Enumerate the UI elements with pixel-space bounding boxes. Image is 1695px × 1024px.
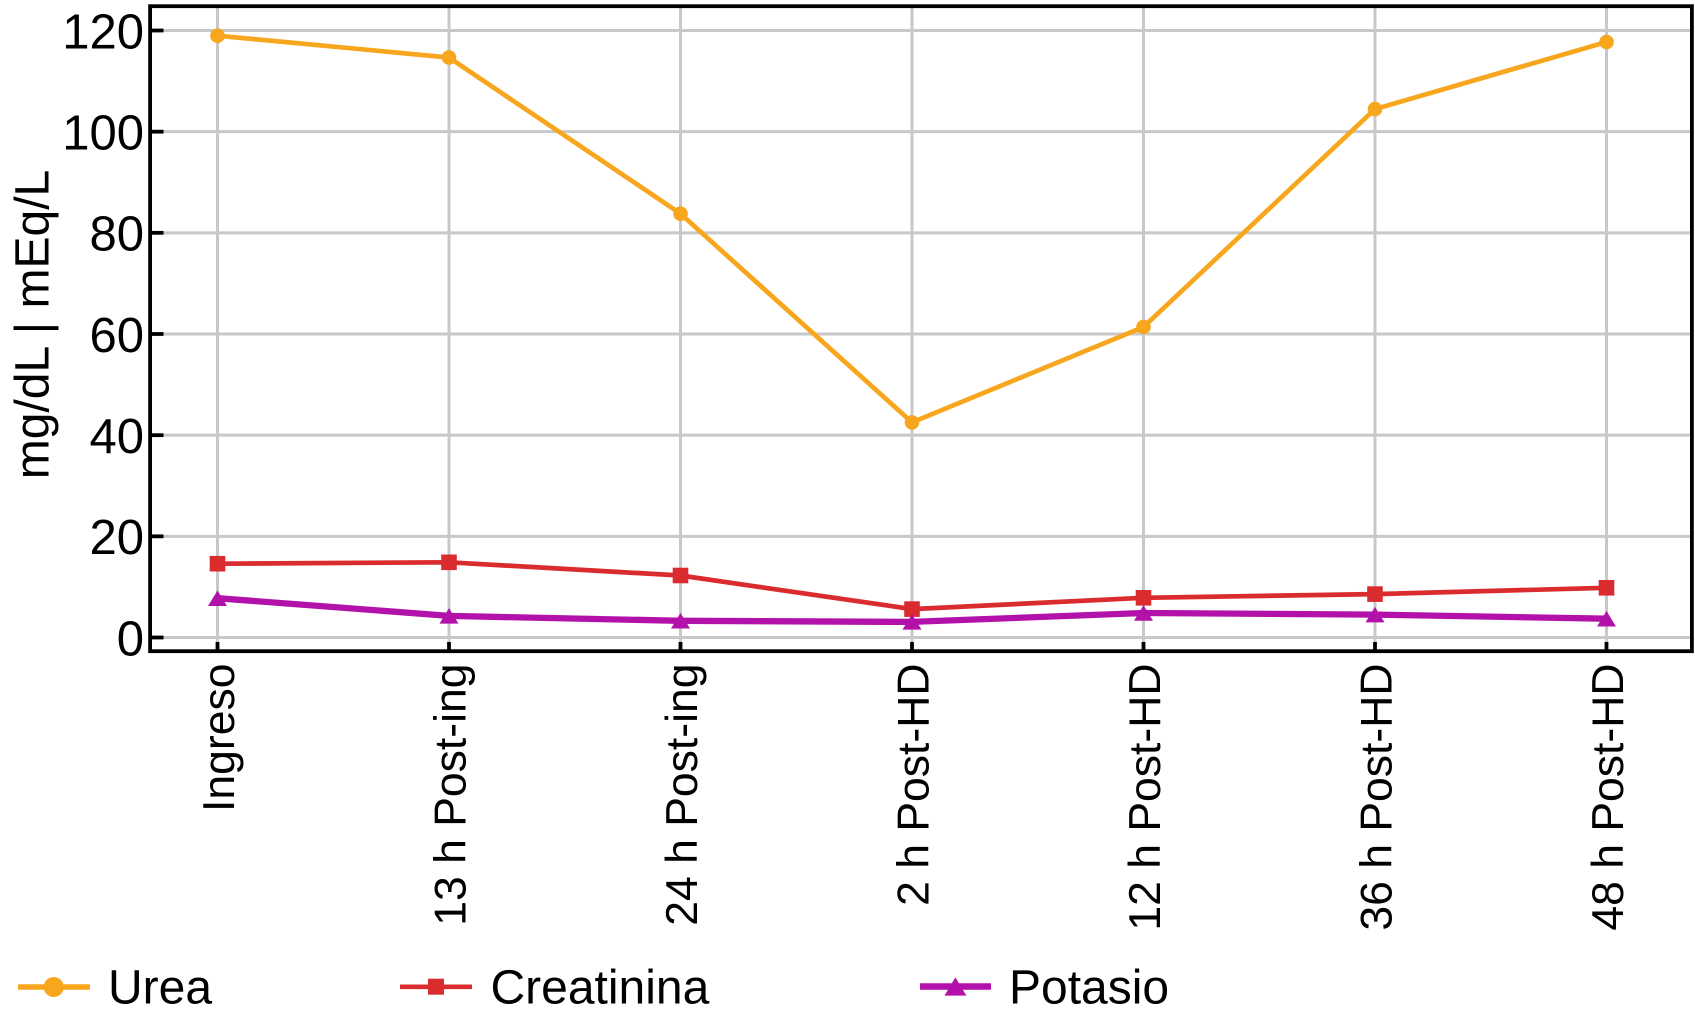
svg-text:80: 80 <box>89 208 144 262</box>
svg-text:120: 120 <box>62 5 144 59</box>
svg-text:48 h Post-HD: 48 h Post-HD <box>1584 664 1633 931</box>
svg-text:Ingreso: Ingreso <box>195 664 244 812</box>
svg-text:0: 0 <box>117 612 144 666</box>
svg-text:2 h Post-HD: 2 h Post-HD <box>890 664 939 906</box>
svg-text:100: 100 <box>62 107 144 161</box>
svg-text:Creatinina: Creatinina <box>491 961 710 1014</box>
svg-text:24 h Post-ing: 24 h Post-ing <box>658 664 707 926</box>
svg-text:40: 40 <box>89 410 144 464</box>
svg-text:12 h Post-HD: 12 h Post-HD <box>1121 664 1170 931</box>
svg-text:Potasio: Potasio <box>1009 961 1169 1014</box>
svg-text:mg/dL | mEq/L: mg/dL | mEq/L <box>7 170 60 480</box>
svg-text:60: 60 <box>89 309 144 363</box>
svg-text:20: 20 <box>89 511 144 565</box>
svg-text:13 h Post-ing: 13 h Post-ing <box>427 664 476 926</box>
svg-text:Urea: Urea <box>108 961 212 1014</box>
svg-text:36 h Post-HD: 36 h Post-HD <box>1353 664 1402 931</box>
